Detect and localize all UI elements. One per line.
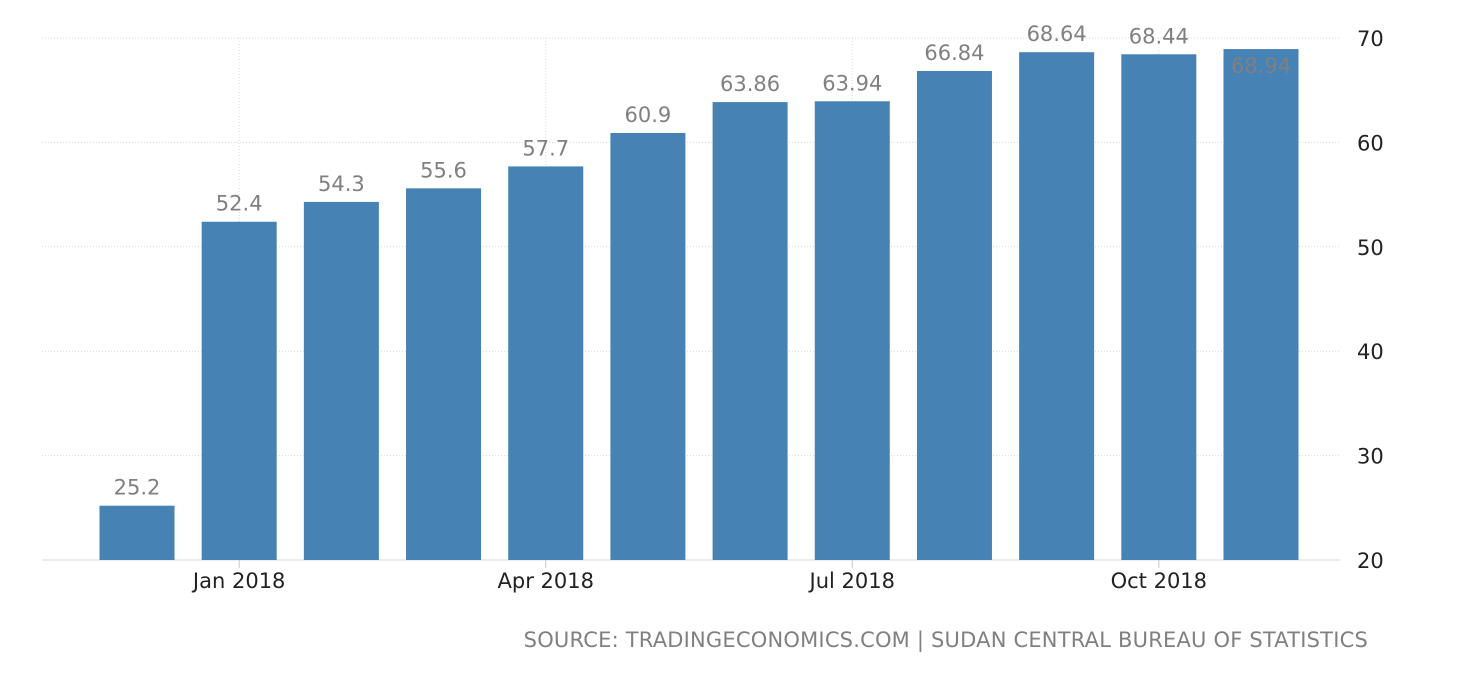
y-tick-label: 70 — [1357, 27, 1384, 51]
bar — [610, 133, 686, 560]
data-label: 54.3 — [318, 172, 365, 196]
bar — [1223, 49, 1299, 560]
bar — [201, 221, 277, 560]
x-tick-label: Apr 2018 — [498, 569, 594, 593]
bar — [508, 166, 584, 561]
y-tick-label: 60 — [1357, 131, 1384, 155]
data-label: 57.7 — [522, 136, 569, 160]
data-label: 52.4 — [216, 192, 263, 216]
bar — [1019, 52, 1095, 561]
x-tick-label: Jul 2018 — [808, 569, 895, 593]
bars — [99, 49, 1299, 561]
x-tick-label: Oct 2018 — [1111, 569, 1207, 593]
source-note: SOURCE: TRADINGECONOMICS.COM | SUDAN CEN… — [523, 628, 1368, 652]
data-label: 25.2 — [114, 476, 161, 500]
data-labels: 25.2 52.4 54.3 55.6 57.7 60.9 63.86 63.94 66.84 6… — [114, 22, 1291, 500]
y-tick-label: 20 — [1357, 549, 1384, 573]
data-label: 60.9 — [625, 103, 672, 127]
bar — [99, 505, 175, 560]
data-label: 55.6 — [420, 158, 467, 182]
bar — [303, 201, 379, 560]
y-tick-label: 30 — [1357, 445, 1384, 469]
data-label: 68.44 — [1129, 24, 1189, 48]
bar — [916, 70, 992, 560]
data-label: 68.94 — [1231, 54, 1291, 78]
x-tick-label: Jan 2018 — [191, 569, 286, 593]
y-tick-label: 50 — [1357, 236, 1384, 260]
data-label: 66.84 — [924, 41, 984, 65]
data-label: 68.64 — [1027, 22, 1087, 46]
y-axis: 20 30 40 50 60 70 — [1357, 27, 1384, 573]
data-label: 63.86 — [720, 72, 780, 96]
y-tick-label: 40 — [1357, 340, 1384, 364]
bar — [406, 188, 482, 560]
x-axis: Jan 2018 Apr 2018 Jul 2018 Oct 2018 — [191, 560, 1207, 593]
data-label: 63.94 — [822, 71, 882, 95]
bar — [1121, 54, 1197, 560]
bar — [712, 102, 788, 561]
bar — [814, 101, 890, 560]
